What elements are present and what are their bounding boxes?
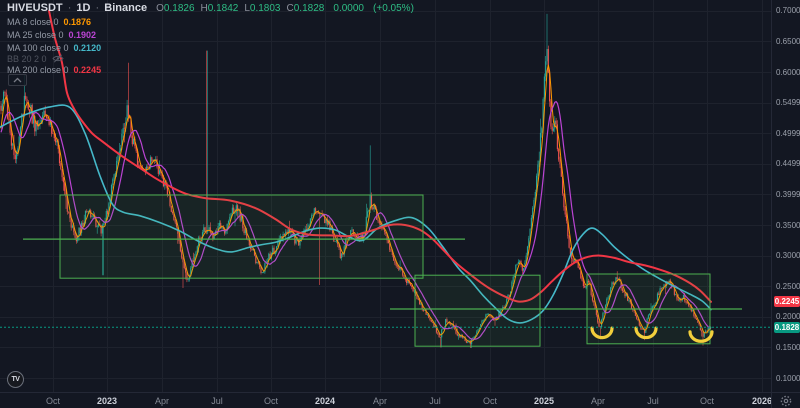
indicator-row-bb[interactable]: BB 20 2 0	[7, 54, 64, 65]
time-tick-label: Oct	[482, 396, 498, 406]
ohlc-key: L	[244, 3, 250, 14]
symbol-name[interactable]: HIVEUSDT	[7, 2, 63, 14]
ohlc-key: C	[286, 3, 294, 14]
indicator-value: 0.1902	[68, 30, 97, 40]
indicator-row-ma200[interactable]: MA 200 close 0 0.2245	[7, 65, 101, 76]
price-tick-label: 0.2500	[776, 281, 800, 291]
time-tick-label: Apr	[590, 396, 606, 406]
indicator-label: BB 20 2 0	[7, 54, 47, 64]
price-tick-label: 0.1500	[776, 342, 800, 352]
drawing-arc-annotation[interactable]	[688, 330, 714, 343]
ma-100-line	[0, 104, 712, 324]
indicator-row-ma8[interactable]: MA 8 close 0 0.1876	[7, 17, 91, 28]
price-axis[interactable]: 0.7000 0.6500 0.6000 0.5499 0.4999 0.4499 0.39…	[771, 0, 800, 392]
ohlc-readout: O0.1826 H0.1842 L0.1803 C0.1828	[150, 2, 324, 14]
price-tick-label: 0.5499	[776, 98, 800, 108]
price-tick-label: 0.3999	[776, 189, 800, 199]
price-tick-label: 0.2000	[776, 312, 800, 322]
price-tick-label: 0.4999	[776, 128, 800, 138]
ohlc-value: 0.1803	[249, 3, 281, 14]
last-price-badge: 0.1828	[774, 321, 800, 333]
legend: HIVEUSDT · 1D · Binance O0.1826 H0.1842 L0…	[7, 2, 414, 86]
grid-lines	[0, 0, 771, 392]
indicator-value: 0.2120	[73, 43, 102, 53]
price-tick-label: 0.3500	[776, 220, 800, 230]
chevron-up-icon	[13, 77, 22, 83]
indicator-row-ma25[interactable]: MA 25 close 0 0.1902	[7, 30, 96, 41]
tradingview-logo[interactable]: TV	[7, 371, 24, 388]
change-value: 0.0000	[333, 3, 364, 14]
time-tick-label: Apr	[154, 396, 170, 406]
time-tick-label: 2023	[96, 396, 118, 406]
indicator-label: MA 25 close 0	[7, 30, 64, 40]
time-tick-label: 2025	[533, 396, 555, 406]
drawing-arc-annotation[interactable]	[634, 326, 658, 340]
drawing-arc-annotation[interactable]	[590, 326, 614, 340]
time-tick-label: Jul	[211, 396, 223, 406]
moving-averages-layer	[0, 9, 712, 344]
separator: ·	[67, 2, 72, 14]
price-tick-label: 0.6500	[776, 36, 800, 46]
ma200-price-badge: 0.2245	[774, 296, 800, 308]
timeframe[interactable]: 1D	[76, 2, 91, 14]
price-tick-label: 0.4499	[776, 159, 800, 169]
price-tick-label: 0.1000	[776, 373, 800, 383]
ohlc-value: 0.1828	[293, 3, 325, 14]
change-percent: (+0.05%)	[373, 3, 414, 14]
exchange-name[interactable]: Binance	[104, 2, 148, 14]
price-chart-canvas[interactable]	[0, 0, 771, 392]
time-axis[interactable]: Oct 2023 Apr Jul Oct 2024 Apr Jul Oct 2025 Apr Jul O…	[0, 392, 800, 408]
time-tick-label: Jul	[429, 396, 441, 406]
time-tick-label: Oct	[699, 396, 715, 406]
indicator-label: MA 200 close 0	[7, 65, 69, 75]
time-tick-label: Oct	[263, 396, 279, 406]
axis-corner[interactable]	[771, 392, 800, 408]
indicator-label: MA 100 close 0	[7, 43, 69, 53]
ohlc-key: O	[156, 3, 164, 14]
price-tick-label: 0.3000	[776, 251, 800, 261]
drawing-rectangle[interactable]	[414, 274, 541, 347]
ohlc-value: 0.1826	[163, 3, 195, 14]
time-tick-label: 2026	[751, 396, 773, 406]
drawing-rectangle[interactable]	[59, 194, 424, 279]
indicator-value: 0.1876	[63, 17, 92, 27]
time-tick-label: 2024	[314, 396, 336, 406]
time-tick-label: Apr	[372, 396, 388, 406]
user-drawings-layer[interactable]	[23, 194, 742, 347]
separator: ·	[95, 2, 100, 14]
indicator-row-ma100[interactable]: MA 100 close 0 0.2120	[7, 43, 101, 54]
time-tick-label: Jul	[647, 396, 659, 406]
tradingview-logo-text: TV	[11, 376, 20, 383]
ohlc-key: H	[200, 3, 208, 14]
indicator-label: MA 8 close 0	[7, 17, 59, 27]
price-tick-label: 0.6000	[776, 67, 800, 77]
legend-collapse-button[interactable]	[8, 74, 27, 86]
ma-200-line	[48, 9, 712, 303]
indicator-value: 0.2245	[73, 65, 102, 75]
ohlc-value: 0.1842	[207, 3, 239, 14]
price-tick-label: 0.7000	[776, 6, 800, 16]
candles-layer	[0, 13, 712, 348]
symbol-title-row[interactable]: HIVEUSDT · 1D · Binance O0.1826 H0.1842 L0…	[7, 2, 414, 14]
eye-hidden-icon[interactable]	[51, 54, 64, 63]
time-tick-label: Oct	[45, 396, 61, 406]
gear-icon[interactable]	[780, 395, 792, 407]
